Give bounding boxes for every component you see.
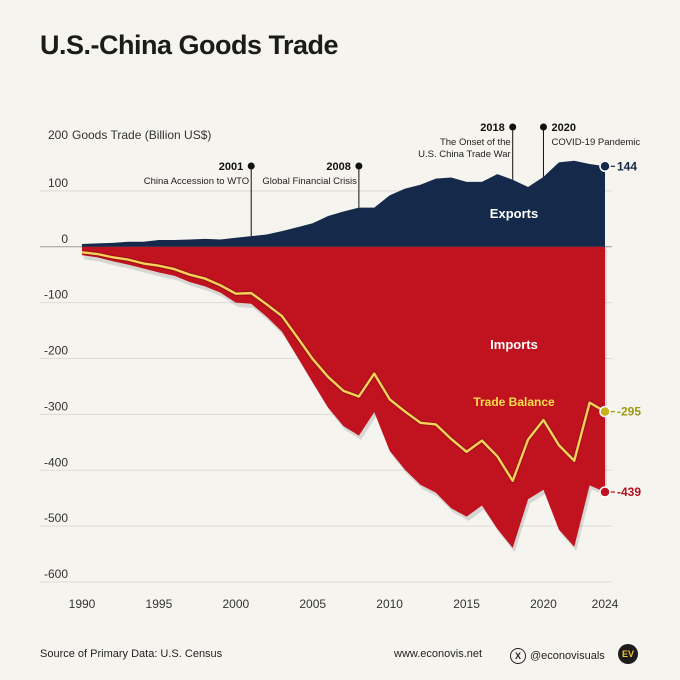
y-tick-label: -500 bbox=[44, 511, 68, 525]
end-point bbox=[599, 405, 611, 418]
x-tick-label: 1995 bbox=[146, 597, 173, 611]
x-tick-label: 1990 bbox=[69, 597, 96, 611]
social-handle-text: @econovisuals bbox=[530, 650, 605, 662]
annotation-dot bbox=[539, 123, 547, 131]
y-tick-label: -600 bbox=[44, 567, 68, 581]
end-value-label: -439 bbox=[617, 485, 641, 499]
annotation-text: Global Financial Crisis bbox=[262, 176, 357, 187]
y-tick-label: 200 bbox=[48, 128, 68, 142]
y-tick-label: 0 bbox=[61, 232, 68, 246]
annotation-text: COVID-19 Pandemic bbox=[551, 137, 640, 148]
x-tick-label: 2010 bbox=[376, 597, 403, 611]
trade-balance-line bbox=[81, 251, 606, 483]
exports-area-label: Exports bbox=[490, 206, 538, 221]
annotation-text: The Onset of the bbox=[440, 137, 511, 148]
y-tick-label: 100 bbox=[48, 176, 68, 190]
annotation-text: U.S. China Trade War bbox=[418, 149, 511, 160]
annotation-year: 2020 bbox=[551, 122, 575, 134]
social-handle[interactable]: X @econovisuals bbox=[510, 648, 605, 664]
end-value-label: -295 bbox=[617, 405, 641, 419]
ev-logo-icon: EV bbox=[618, 644, 638, 664]
source-note: Source of Primary Data: U.S. Census bbox=[40, 648, 223, 660]
annotation-year: 2001 bbox=[219, 161, 243, 173]
x-tick-label: 2000 bbox=[222, 597, 249, 611]
imports-area-label: Imports bbox=[490, 337, 538, 352]
end-value-label: 144 bbox=[617, 159, 637, 173]
y-tick-label: -100 bbox=[44, 288, 68, 302]
page-title: U.S.-China Goods Trade bbox=[40, 30, 339, 60]
y-tick-label: -300 bbox=[44, 399, 68, 413]
annotation-year: 2008 bbox=[326, 161, 350, 173]
end-point bbox=[599, 486, 611, 498]
x-icon: X bbox=[510, 648, 526, 664]
x-tick-label: 2005 bbox=[299, 597, 326, 611]
imports-area bbox=[82, 246, 605, 548]
website-link[interactable]: www.econovis.net bbox=[394, 648, 483, 660]
x-tick-label: 2020 bbox=[530, 597, 557, 611]
end-point bbox=[599, 160, 611, 173]
annotation-dot bbox=[247, 162, 255, 170]
y-tick-label: -200 bbox=[44, 344, 68, 358]
annotation-text: China Accession to WTO bbox=[144, 176, 249, 187]
annotation-year: 2018 bbox=[480, 122, 504, 134]
annotation-dot bbox=[355, 162, 363, 170]
x-tick-label: 2015 bbox=[453, 597, 480, 611]
x-tick-label: 2024 bbox=[592, 597, 619, 611]
y-tick-label: -400 bbox=[44, 455, 68, 469]
trade-balance-label: Trade Balance bbox=[473, 395, 555, 409]
y-axis-title: Goods Trade (Billion US$) bbox=[72, 128, 211, 142]
exports-area bbox=[82, 160, 605, 247]
annotation-dot bbox=[509, 123, 517, 131]
